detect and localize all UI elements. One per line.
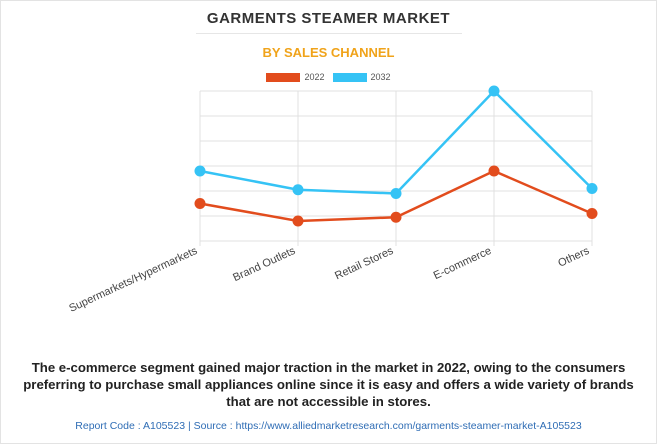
legend-swatch-2032 [332, 72, 367, 82]
legend-label-2022: 2022 [304, 72, 325, 82]
legend-label-2032: 2032 [370, 72, 391, 82]
chart-title: GARMENTS STEAMER MARKET [206, 10, 451, 27]
chart-caption: The e-commerce segment gained major trac… [23, 360, 634, 409]
x-tick-label: Others [556, 245, 591, 270]
x-axis-ticks: Supermarkets/Hypermarkets Brand Outlets Re… [67, 245, 591, 315]
legend-item-2022[interactable]: 2022 [266, 72, 325, 82]
title-divider [196, 33, 462, 34]
series-layer [194, 85, 598, 227]
data-point-2022[interactable] [390, 211, 402, 223]
x-tick-label: Brand Outlets [231, 245, 297, 285]
chart-subtitle: BY SALES CHANNEL [262, 45, 395, 60]
data-point-2032[interactable] [390, 188, 402, 199]
legend-swatch-2022 [266, 72, 301, 82]
data-point-2032[interactable] [194, 165, 206, 177]
legend: 2022 2032 [0, 72, 657, 82]
data-point-2022[interactable] [292, 215, 304, 227]
data-point-2032[interactable] [586, 183, 598, 194]
x-tick-label: E-commerce [432, 245, 494, 282]
data-point-2022[interactable] [586, 208, 598, 219]
data-point-2032[interactable] [488, 85, 500, 97]
x-tick-label: Retail Stores [333, 245, 396, 283]
data-point-2022[interactable] [194, 198, 206, 209]
data-point-2032[interactable] [292, 184, 304, 196]
legend-item-2032[interactable]: 2032 [332, 72, 391, 82]
x-tick-label: Supermarkets/Hypermarkets [67, 245, 199, 315]
report-footer[interactable]: Report Code : A105523 | Source : https:/… [75, 420, 582, 432]
data-point-2022[interactable] [488, 165, 500, 177]
